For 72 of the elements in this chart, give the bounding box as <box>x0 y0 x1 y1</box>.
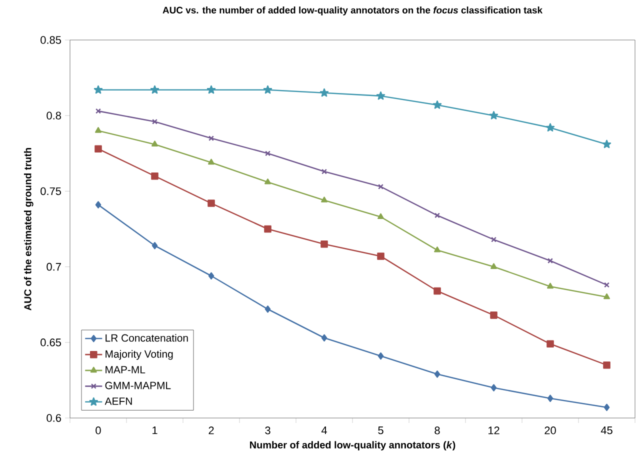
point <box>150 85 160 94</box>
point <box>378 213 384 220</box>
chart-title: AUC vs. the number of added low-quality annotators on the focus classification task <box>162 6 543 16</box>
point <box>434 246 440 252</box>
point <box>321 168 328 174</box>
point <box>264 225 272 233</box>
point <box>490 312 498 319</box>
point <box>489 111 498 120</box>
point <box>321 334 328 342</box>
y-tick-label: 0.75 <box>40 187 62 196</box>
point <box>152 118 158 124</box>
point <box>208 200 215 207</box>
point <box>95 127 102 133</box>
point <box>377 252 384 260</box>
point <box>152 242 158 250</box>
point <box>547 394 554 402</box>
point <box>264 150 271 156</box>
point <box>546 123 555 132</box>
y-tick-label: 0.85 <box>40 36 62 44</box>
y-tick-label: 0.65 <box>40 338 62 346</box>
point <box>95 201 102 208</box>
x-tick-label: 1 <box>152 426 158 434</box>
x-tick-label: 12 <box>488 426 500 434</box>
y-tick-label: 0.6 <box>46 414 61 422</box>
legend-label: AEFN <box>104 398 132 405</box>
point <box>152 140 158 146</box>
point <box>547 282 554 289</box>
point <box>432 100 442 109</box>
point <box>208 272 214 280</box>
point <box>263 85 272 94</box>
point <box>378 184 384 190</box>
point <box>94 145 102 152</box>
point <box>434 212 440 218</box>
point <box>378 352 384 360</box>
point <box>321 196 328 202</box>
point <box>490 384 497 392</box>
point <box>602 140 612 148</box>
x-tick-label: 45 <box>600 426 612 434</box>
legend-label: LR Concatenation <box>106 334 188 342</box>
legend-label: Majority Voting <box>106 350 173 360</box>
point <box>546 340 554 348</box>
point <box>320 88 329 97</box>
point <box>151 172 158 180</box>
legend-label: GMM-MAPML <box>105 382 171 390</box>
point <box>490 263 497 269</box>
x-tick-label: 5 <box>378 426 384 434</box>
point <box>376 91 386 100</box>
point <box>490 236 497 242</box>
x-tick-label: 2 <box>208 426 214 434</box>
x-axis-title: Number of added low-quality annotators (k) <box>250 441 456 450</box>
x-tick-label: 3 <box>265 426 270 434</box>
legend-label: MAP-ML <box>106 366 146 374</box>
y-axis-title: AUC of the estimated ground truth <box>24 148 34 310</box>
x-tick-label: 0 <box>96 426 101 434</box>
point <box>548 258 554 264</box>
point <box>94 85 103 94</box>
x-tick-label: 8 <box>434 426 440 434</box>
x-tick-label: 4 <box>321 426 327 434</box>
point <box>434 287 441 295</box>
y-tick-label: 0.8 <box>46 112 61 120</box>
point <box>434 370 440 378</box>
point <box>604 404 610 412</box>
point <box>603 361 610 369</box>
point <box>320 240 328 248</box>
point <box>264 305 271 313</box>
point <box>264 178 271 184</box>
point <box>604 293 610 300</box>
y-tick-label: 0.7 <box>46 262 61 271</box>
x-tick-label: 20 <box>544 426 556 434</box>
point <box>206 85 216 94</box>
point <box>208 158 214 165</box>
point <box>208 136 214 142</box>
